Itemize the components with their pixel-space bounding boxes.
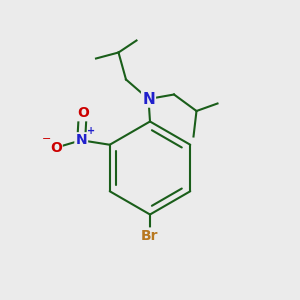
Text: O: O bbox=[50, 141, 62, 155]
Text: O: O bbox=[77, 106, 89, 120]
Text: N: N bbox=[75, 133, 87, 147]
Text: Br: Br bbox=[141, 229, 159, 242]
Text: N: N bbox=[142, 92, 155, 106]
Text: +: + bbox=[87, 126, 95, 136]
Text: −: − bbox=[42, 134, 51, 144]
